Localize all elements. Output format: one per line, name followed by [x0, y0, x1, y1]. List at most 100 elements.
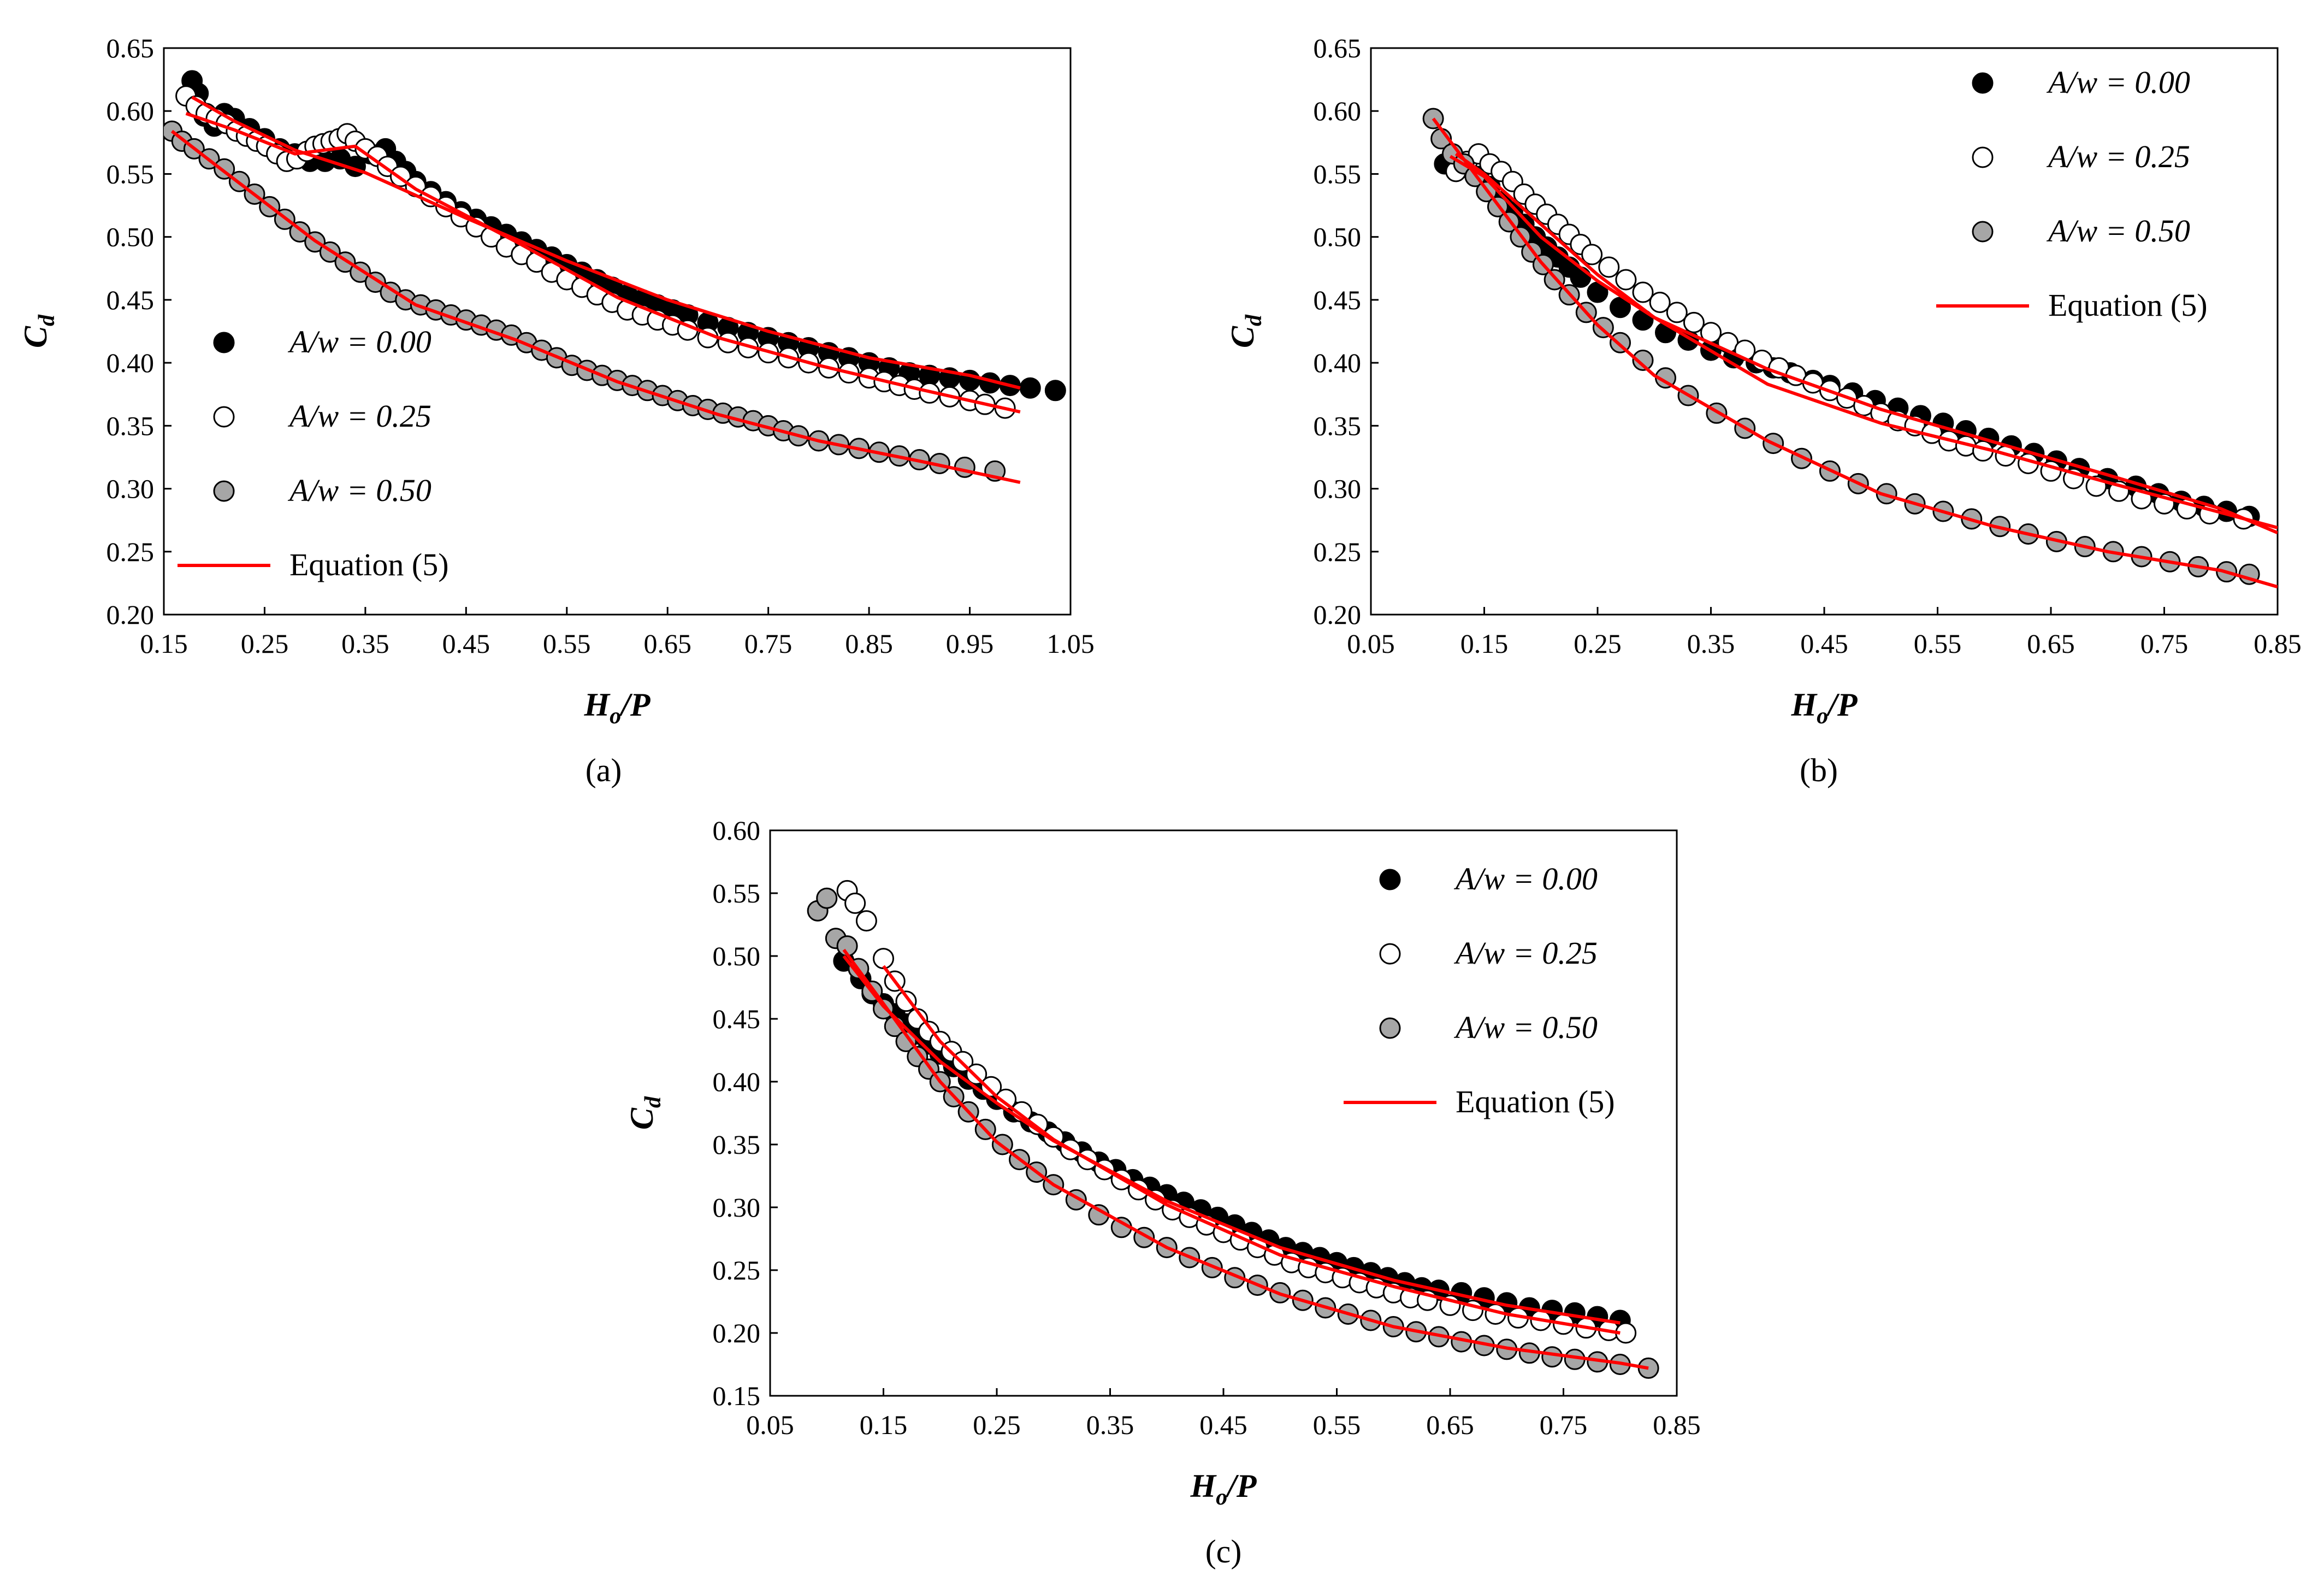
y-tick-label: 0.35 — [713, 1129, 761, 1160]
y-axis-title-main: C — [624, 1107, 660, 1130]
x-axis-title-sub: o — [610, 704, 621, 729]
data-point — [1683, 311, 1705, 333]
y-tick-label: 0.50 — [1314, 222, 1362, 252]
legend-label: A/w = 0.50 — [287, 473, 431, 508]
data-point — [873, 998, 894, 1020]
equation-curve — [191, 96, 1021, 390]
x-tick-label: 0.05 — [746, 1409, 794, 1440]
y-tick-label: 0.55 — [713, 878, 761, 908]
chart-panel-c: 0.15 0.20 0.25 0.30 0.35 0.40 0.45 0.50 0.55 0.60… — [624, 815, 1701, 1570]
legend-item: A/w = 0.50 — [1972, 213, 2190, 249]
equation-curve — [842, 948, 1649, 1370]
data-point — [873, 948, 894, 970]
y-tick-label: 0.45 — [713, 1004, 761, 1034]
x-tick-label: 0.55 — [543, 628, 591, 659]
y-tick-label: 0.60 — [1314, 96, 1362, 126]
data-point — [1637, 1357, 1659, 1379]
y-tick-label: 0.60 — [107, 96, 155, 126]
y-tick-label: 0.60 — [713, 815, 761, 846]
legend: A/w = 0.00 A/w = 0.25 A/w = 0.50 Equation (… — [178, 324, 449, 582]
legend-item: Equation (5) — [178, 547, 449, 582]
y-tick-label: 0.30 — [107, 474, 155, 504]
data-point — [1541, 1346, 1563, 1368]
equation-curve — [1454, 152, 2278, 529]
y-tick-label: 0.25 — [1314, 536, 1362, 567]
y-tick-label: 0.20 — [107, 599, 155, 630]
y-tick-label: 0.50 — [107, 222, 155, 252]
legend-marker — [1379, 1017, 1401, 1039]
legend-label: A/w = 0.00 — [287, 324, 431, 359]
legend-item: A/w = 0.50 — [1379, 1010, 1598, 1045]
legend-label: Equation (5) — [1456, 1084, 1615, 1119]
legend-item: Equation (5) — [1936, 287, 2208, 323]
data-point — [855, 910, 877, 932]
x-tick-label: 0.55 — [1914, 628, 1962, 659]
y-tick-label: 0.30 — [713, 1192, 761, 1223]
x-tick-label: 0.75 — [1540, 1409, 1588, 1440]
y-tick-label: 0.40 — [107, 347, 155, 378]
y-tick-label: 0.65 — [1314, 33, 1362, 63]
equation-curve — [185, 111, 1021, 414]
legend-label: Equation (5) — [289, 547, 449, 582]
x-axis-title-sub: o — [1216, 1485, 1227, 1510]
legend-item: A/w = 0.00 — [1379, 861, 1598, 896]
y-tick-label: 0.55 — [1314, 158, 1362, 189]
y-tick-label: 0.20 — [713, 1318, 761, 1348]
x-tick-label: 0.55 — [1313, 1409, 1361, 1440]
data-point — [1044, 380, 1066, 402]
legend-item: Equation (5) — [1344, 1084, 1615, 1119]
x-axis-title-main: H — [1791, 687, 1818, 723]
x-tick-label: 0.45 — [1199, 1409, 1247, 1440]
panel-label: (a) — [586, 752, 622, 788]
data-point — [1632, 350, 1654, 371]
x-tick-label: 0.05 — [1347, 628, 1395, 659]
legend-marker — [1972, 221, 1994, 243]
legend-marker — [1972, 146, 1994, 168]
y-axis-title-sub: d — [34, 314, 60, 326]
x-axis-title-tail: /P — [1225, 1468, 1257, 1504]
x-axis-title: Ho/P — [1791, 687, 1858, 729]
x-tick-label: 0.35 — [341, 628, 389, 659]
data-point — [1570, 266, 1592, 288]
legend-item: A/w = 0.25 — [1972, 139, 2190, 174]
data-point — [1615, 269, 1637, 291]
y-tick-label: 0.25 — [107, 536, 155, 567]
equation-curve — [170, 129, 1021, 484]
x-tick-label: 0.35 — [1086, 1409, 1134, 1440]
x-tick-label: 0.15 — [860, 1409, 908, 1440]
y-tick-label: 0.20 — [1314, 599, 1362, 630]
equation-curve — [882, 965, 1621, 1335]
data-point — [954, 456, 975, 478]
y-tick-label: 0.45 — [1314, 285, 1362, 315]
y-tick-label: 0.50 — [713, 941, 761, 971]
data-point — [1649, 291, 1671, 313]
y-axis-title: Cd — [1225, 314, 1267, 348]
data-point — [1666, 302, 1688, 323]
y-tick-label: 0.15 — [713, 1380, 761, 1411]
x-tick-label: 0.65 — [2027, 628, 2075, 659]
legend-marker — [213, 480, 235, 502]
data-point — [895, 1030, 917, 1052]
data-point — [844, 892, 866, 914]
plot-frame — [163, 47, 1072, 616]
legend-marker — [1379, 869, 1401, 890]
legend-label: A/w = 0.50 — [2046, 213, 2190, 249]
legend-label: Equation (5) — [2048, 287, 2208, 323]
x-tick-label: 0.25 — [973, 1409, 1021, 1440]
legend-marker — [213, 406, 235, 428]
x-tick-label: 0.15 — [140, 628, 188, 659]
chart-panel-b: 0.20 0.25 0.30 0.35 0.40 0.45 0.50 0.55 0.60 0.65… — [1225, 33, 2302, 788]
series-2 — [164, 120, 1006, 482]
data-point — [816, 887, 838, 909]
x-axis-title-main: H — [1190, 1468, 1217, 1504]
x-tick-label: 0.65 — [643, 628, 691, 659]
equation-curve — [1449, 155, 2278, 534]
data-point — [1632, 281, 1654, 303]
legend-marker — [213, 332, 235, 353]
y-tick-label: 0.55 — [107, 158, 155, 189]
legend-item: A/w = 0.25 — [213, 398, 431, 434]
chart-panel-a: 0.20 0.25 0.30 0.35 0.40 0.45 0.50 0.55 0.60 0.65… — [17, 33, 1095, 788]
data-point — [980, 1076, 1002, 1098]
x-axis-title-tail: /P — [619, 687, 651, 723]
